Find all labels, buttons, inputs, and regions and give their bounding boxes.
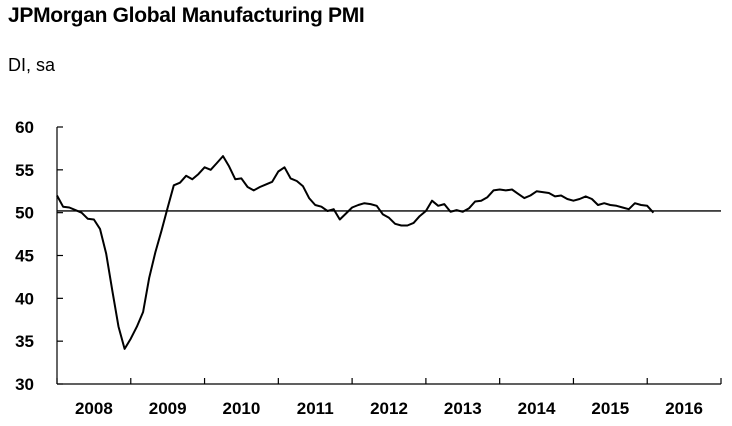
chart-subtitle: DI, sa [8,55,56,75]
x-tick-label: 2012 [370,399,408,418]
x-tick-labels: 2008 2009 2010 2011 2012 2013 2014 2015 2016 [75,399,703,418]
x-tick-label: 2008 [75,399,113,418]
series-group [56,155,655,350]
x-tick-label: 2009 [149,399,187,418]
y-tick-labels: 30 35 40 45 50 55 60 [15,118,34,394]
pmi-series-line [56,155,655,350]
x-tick-label: 2010 [223,399,261,418]
y-tick-label: 50 [15,204,34,223]
axes [56,126,722,385]
x-tick-label: 2015 [591,399,629,418]
y-tick-label: 55 [15,161,34,180]
y-tick-label: 35 [15,332,34,351]
y-tick-label: 30 [15,375,34,394]
y-tick-label: 60 [15,118,34,137]
y-tick-label: 40 [15,289,34,308]
y-tick-label: 45 [15,247,34,266]
x-tick-label: 2014 [518,399,556,418]
x-tick-label: 2011 [297,399,334,418]
chart-title: JPMorgan Global Manufacturing PMI [8,4,365,27]
x-tick-label: 2013 [444,399,482,418]
x-tick-label: 2016 [665,399,703,418]
